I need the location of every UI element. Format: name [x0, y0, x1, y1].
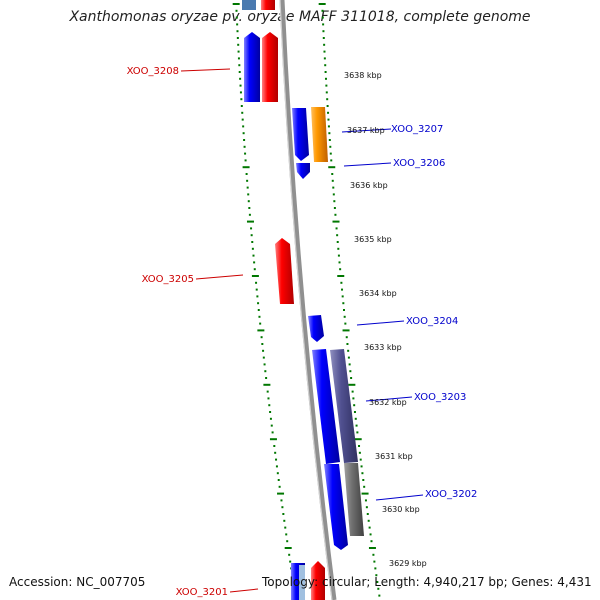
gene-xoo-3204[interactable]	[308, 315, 324, 342]
accession-text: Accession: NC_007705	[9, 575, 146, 589]
gene-feature[interactable]	[292, 108, 309, 161]
gene-xoo-3206[interactable]	[296, 163, 310, 179]
gene-labels: XOO_3208 XOO_3205 XOO_3201 XOO_3207 XOO_…	[127, 66, 478, 598]
gene-feature[interactable]	[299, 565, 305, 600]
gene-xoo-3202[interactable]	[324, 464, 348, 550]
kbp-label: 3634 kbp	[359, 289, 397, 298]
gene-xoo-3203[interactable]	[312, 349, 340, 464]
kbp-label: 3630 kbp	[382, 505, 420, 514]
kbp-label: 3629 kbp	[389, 559, 427, 568]
gene-feature[interactable]	[242, 0, 256, 10]
genome-backbone	[279, 0, 337, 600]
genome-summary-text: Topology: circular; Length: 4,940,217 bp…	[262, 575, 592, 589]
kbp-scale: 3638 kbp 3637 kbp 3636 kbp 3635 kbp 3634…	[344, 71, 427, 568]
kbp-label: 3635 kbp	[354, 235, 392, 244]
gene-feature[interactable]	[262, 32, 278, 102]
gene-label-xoo-3203[interactable]: XOO_3203	[414, 392, 466, 403]
kbp-label: 3637 kbp	[347, 126, 385, 135]
gene-feature[interactable]	[311, 561, 325, 600]
kbp-label: 3638 kbp	[344, 71, 382, 80]
gene-feature[interactable]	[330, 349, 358, 463]
map-title: Xanthomonas oryzae pv. oryzae MAFF 31101…	[69, 9, 531, 25]
kbp-label: 3631 kbp	[375, 452, 413, 461]
kbp-label: 3633 kbp	[364, 343, 402, 352]
gene-xoo-3205[interactable]	[275, 238, 294, 304]
gene-label-xoo-3204[interactable]: XOO_3204	[406, 316, 458, 327]
gene-label-xoo-3206[interactable]: XOO_3206	[393, 158, 445, 169]
gene-label-xoo-3201[interactable]: XOO_3201	[176, 587, 228, 598]
label-leaders	[180, 68, 424, 593]
gene-xoo-3207[interactable]	[311, 107, 328, 162]
gene-label-xoo-3202[interactable]: XOO_3202	[425, 489, 477, 500]
gene-features	[242, 0, 364, 600]
gene-label-xoo-3207[interactable]: XOO_3207	[391, 124, 443, 135]
tick-track-inner	[232, 3, 297, 597]
tick-track-outer	[318, 3, 381, 597]
gene-label-xoo-3208[interactable]: XOO_3208	[127, 66, 179, 77]
kbp-label: 3636 kbp	[350, 181, 388, 190]
kbp-label: 3632 kbp	[369, 398, 407, 407]
gene-feature[interactable]	[344, 463, 364, 536]
gene-xoo-3208[interactable]	[244, 32, 260, 102]
gene-label-xoo-3205[interactable]: XOO_3205	[142, 274, 194, 285]
gene-feature[interactable]	[261, 0, 275, 10]
